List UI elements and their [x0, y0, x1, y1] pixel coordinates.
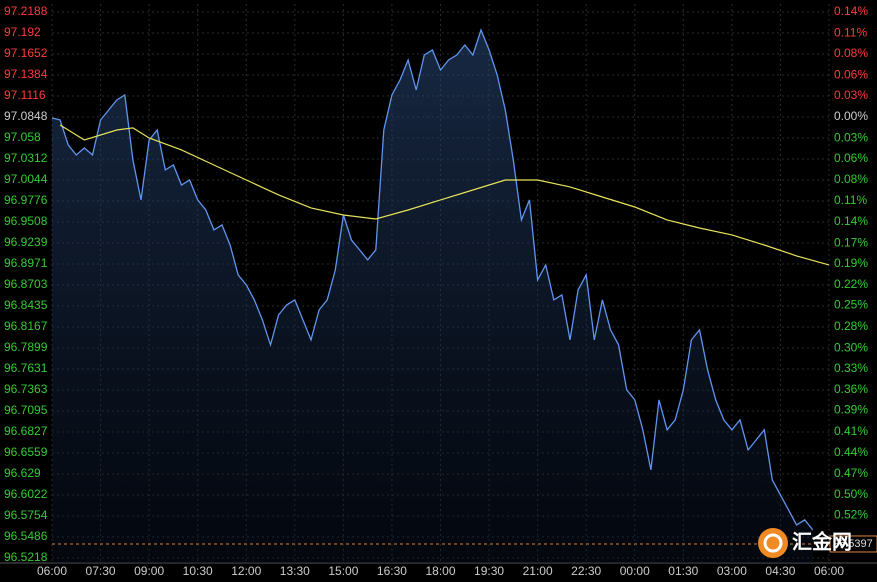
x-tick-label: 15:00	[328, 564, 358, 578]
y-tick-label: 97.0848	[4, 109, 48, 123]
y2-tick-label: 0.52%	[834, 508, 868, 522]
y2-tick-label: 0.22%	[834, 277, 868, 291]
x-tick-label: 12:00	[231, 564, 261, 578]
x-tick-label: 07:30	[86, 564, 116, 578]
y-tick-label: 97.192	[4, 25, 41, 39]
y-tick-label: 96.9776	[4, 193, 48, 207]
plot	[51, 28, 830, 563]
y2-tick-label: 0.50%	[834, 487, 868, 501]
x-tick-label: 13:30	[280, 564, 310, 578]
x-tick-label: 01:30	[668, 564, 698, 578]
y-tick-label: 96.8971	[4, 256, 48, 270]
watermark-text: 汇金网	[792, 529, 852, 553]
y-tick-label: 96.9508	[4, 214, 48, 228]
y2-tick-label: 0.44%	[834, 445, 868, 459]
y-tick-label: 96.6022	[4, 487, 48, 501]
area	[52, 30, 813, 563]
y-tick-label: 96.629	[4, 466, 41, 480]
y-tick-label: 96.7631	[4, 361, 48, 375]
y-tick-label: 97.058	[4, 130, 41, 144]
last-price-label: 96.5397	[833, 538, 873, 550]
y2-tick-label: 0.30%	[834, 340, 868, 354]
y-tick-label: 96.5754	[4, 508, 48, 522]
x-tick-label: 04:30	[765, 564, 795, 578]
logo-ring	[763, 533, 783, 553]
y-tick-label: 96.7095	[4, 403, 48, 417]
y2-tick-label: 0.14%	[834, 214, 868, 228]
y2-tick-label: 0.28%	[834, 319, 868, 333]
last-price-box	[829, 535, 877, 553]
y-tick-label: 97.2188	[4, 4, 48, 18]
y2-tick-label: 0.00%	[834, 109, 868, 123]
y2-tick-label: 0.06%	[834, 151, 868, 165]
logo	[758, 528, 788, 558]
y2-tick-label: 0.08%	[834, 46, 868, 60]
x-tick-label: 16:30	[377, 564, 407, 578]
y-tick-label: 96.9239	[4, 235, 48, 249]
y2-tick-label: 0.14%	[834, 4, 868, 18]
x-tick-label: 19:30	[474, 564, 504, 578]
x-tick-label: 06:00	[37, 564, 67, 578]
x-tick-label: 22:30	[571, 564, 601, 578]
y-tick-label: 97.1116	[4, 88, 46, 102]
x-tick-label: 10:30	[183, 564, 213, 578]
y-tick-label: 96.8435	[4, 298, 48, 312]
average-line	[59, 124, 830, 266]
x-tick-label: 09:00	[134, 564, 164, 578]
y2-tick-label: 0.17%	[834, 235, 868, 249]
x-tick-label: 18:00	[425, 564, 455, 578]
y-tick-label: 96.8167	[4, 319, 48, 333]
y2-tick-label: 0.03%	[834, 130, 868, 144]
y-tick-label: 96.5486	[4, 529, 48, 543]
price-line	[51, 28, 814, 531]
y-tick-label: 97.1652	[4, 46, 48, 60]
y2-tick-label: 0.33%	[834, 361, 868, 375]
y-tick-label: 96.7363	[4, 382, 48, 396]
x-tick-label: 03:00	[717, 564, 747, 578]
y2-tick-label: 0.41%	[834, 424, 868, 438]
y-tick-label: 96.5218	[4, 550, 48, 564]
labels: 97.2188 97.192 97.1652 97.1384 97.1116 97.084…	[4, 4, 877, 578]
y2-tick-label: 0.11%	[834, 193, 867, 207]
y-tick-label: 97.0312	[4, 151, 48, 165]
y2-tick-label: 0.25%	[834, 298, 868, 312]
y-tick-label: 96.8703	[4, 277, 48, 291]
x-tick-label: 06:00	[814, 564, 844, 578]
x-tick-label: 21:00	[523, 564, 553, 578]
y2-tick-label: 0.39%	[834, 403, 868, 417]
watermark: 汇金网	[758, 528, 852, 558]
y-tick-label: 97.1384	[4, 67, 48, 81]
y-tick-label: 97.0044	[4, 172, 48, 186]
y2-tick-label: 0.06%	[834, 67, 868, 81]
y2-tick-label: 0.47%	[834, 466, 868, 480]
y2-tick-label: 0.19%	[834, 256, 868, 270]
x-tick-label: 00:00	[620, 564, 650, 578]
y2-tick-label: 0.08%	[834, 172, 868, 186]
y2-tick-label: 0.03%	[834, 88, 868, 102]
y2-tick-label: 0.11%	[834, 25, 867, 39]
y-tick-label: 96.6827	[4, 424, 48, 438]
y-tick-label: 96.6559	[4, 445, 48, 459]
y2-tick-label: 0.36%	[834, 382, 868, 396]
y-tick-label: 96.7899	[4, 340, 48, 354]
